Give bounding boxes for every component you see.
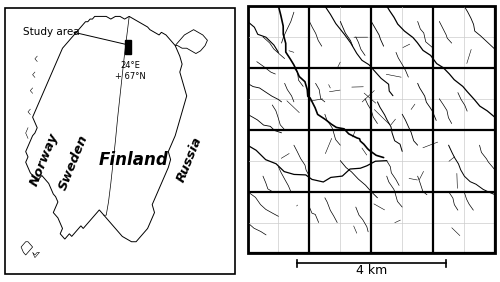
Text: 4 km: 4 km: [356, 264, 387, 277]
Text: Study area: Study area: [24, 27, 80, 37]
Polygon shape: [175, 30, 208, 54]
Text: 24°E
+ 67°N: 24°E + 67°N: [115, 61, 146, 81]
Text: Sweden: Sweden: [57, 133, 91, 192]
Polygon shape: [26, 16, 186, 242]
Text: Norway: Norway: [28, 131, 60, 188]
Polygon shape: [32, 252, 40, 258]
Text: Russia: Russia: [174, 135, 204, 184]
Polygon shape: [21, 242, 32, 255]
Text: Finland: Finland: [99, 151, 168, 169]
Bar: [126, 40, 131, 54]
